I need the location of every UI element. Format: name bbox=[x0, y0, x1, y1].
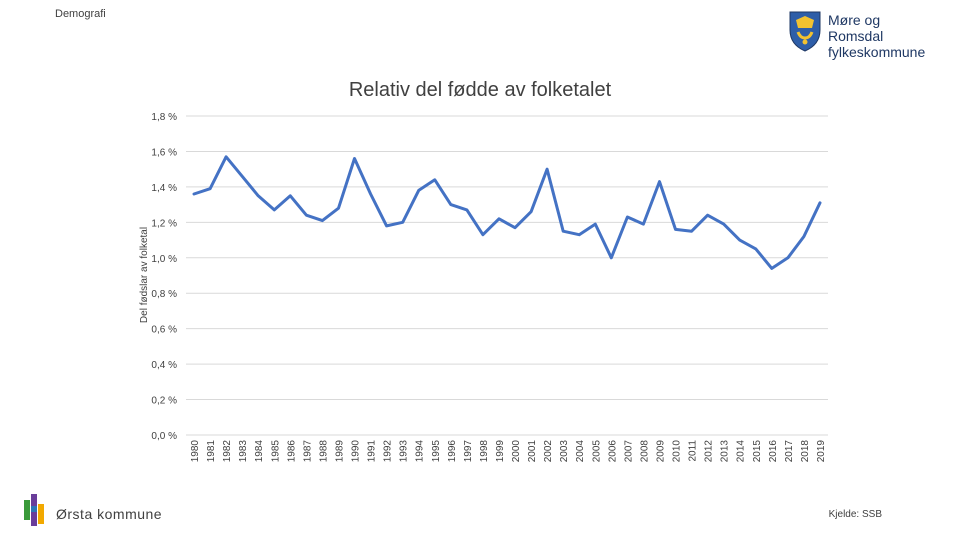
x-tick-label: 1988 bbox=[318, 440, 329, 463]
x-tick-label: 1997 bbox=[463, 440, 474, 463]
county-shield-icon bbox=[789, 11, 821, 52]
gridlines bbox=[186, 115, 828, 436]
x-tick-label: 1990 bbox=[351, 440, 362, 463]
x-tick-label: 1982 bbox=[222, 440, 233, 463]
municipality-name: Ørsta kommune bbox=[56, 506, 163, 522]
chart-title: Relativ del fødde av folketalet bbox=[349, 79, 612, 101]
municipality-logo-icon bbox=[24, 494, 44, 526]
x-tick-label: 2019 bbox=[816, 440, 827, 463]
x-tick-label: 1996 bbox=[447, 440, 458, 463]
x-tick-label: 2014 bbox=[736, 440, 747, 463]
x-tick-label: 1985 bbox=[270, 440, 281, 463]
x-tick-label: 1989 bbox=[334, 440, 345, 463]
x-tick-label: 2009 bbox=[655, 440, 666, 463]
x-tick-label: 1981 bbox=[206, 440, 217, 463]
y-tick-label: 0,8 % bbox=[151, 289, 177, 300]
x-tick-label: 2012 bbox=[704, 440, 715, 463]
x-tick-label: 2011 bbox=[688, 440, 699, 462]
y-tick-labels: 0,0 % 0,2 % 0,4 % 0,6 % 0,8 % 1,0 % 1,2 % 1,4 %… bbox=[151, 112, 177, 442]
y-tick-label: 0,2 % bbox=[151, 396, 177, 407]
x-tick-label: 1995 bbox=[431, 440, 442, 463]
series-lines bbox=[192, 155, 822, 270]
x-tick-label: 1992 bbox=[383, 440, 394, 463]
y-tick-label: 0,4 % bbox=[151, 360, 177, 371]
county-name-line2: fylkeskommune bbox=[828, 44, 926, 60]
x-tick-label: 2005 bbox=[591, 440, 602, 463]
x-tick-label: 1984 bbox=[254, 440, 265, 463]
x-tick-label: 1980 bbox=[190, 440, 201, 463]
x-tick-label: 1999 bbox=[495, 440, 506, 463]
x-tick-label: 1987 bbox=[302, 440, 313, 463]
x-tick-label: 2008 bbox=[639, 440, 650, 463]
y-tick-label: 1,8 % bbox=[151, 112, 177, 123]
y-tick-label: 1,0 % bbox=[151, 254, 177, 265]
x-tick-label: 2006 bbox=[607, 440, 618, 463]
x-tick-labels: 1980 1981 1982 1983 1984 1985 1986 1987 1988 1989… bbox=[190, 440, 827, 463]
x-tick-label: 2001 bbox=[527, 440, 538, 463]
y-tick-label: 1,4 % bbox=[151, 183, 177, 194]
x-tick-label: 2016 bbox=[768, 440, 779, 463]
x-tick-label: 2010 bbox=[672, 440, 683, 463]
y-axis-label: Del fødslar av folketal bbox=[139, 227, 150, 323]
x-tick-label: 1994 bbox=[415, 440, 426, 463]
source-note: Kjelde: SSB bbox=[828, 509, 882, 520]
county-name: Møre og Romsdal fylkeskommune bbox=[828, 12, 938, 60]
series-line bbox=[192, 155, 822, 270]
x-tick-label: 2007 bbox=[623, 440, 634, 463]
x-tick-label: 1993 bbox=[399, 440, 410, 463]
municipality-block: Ørsta kommune bbox=[24, 492, 224, 528]
x-tick-label: 2013 bbox=[720, 440, 731, 463]
x-tick-label: 2003 bbox=[559, 440, 570, 463]
x-tick-label: 2015 bbox=[752, 440, 763, 463]
county-name-line1: Møre og Romsdal bbox=[828, 12, 884, 44]
x-tick-label: 2000 bbox=[511, 440, 522, 463]
section-label: Demografi bbox=[55, 8, 106, 20]
county-logo: Møre og Romsdal fylkeskommune bbox=[788, 10, 938, 60]
y-tick-label: 0,0 % bbox=[151, 431, 177, 442]
y-tick-label: 1,2 % bbox=[151, 218, 177, 229]
x-tick-label: 2004 bbox=[575, 440, 586, 463]
x-tick-label: 1983 bbox=[238, 440, 249, 463]
y-tick-label: 0,6 % bbox=[151, 325, 177, 336]
x-tick-label: 1998 bbox=[479, 440, 490, 463]
x-tick-label: 2018 bbox=[800, 440, 811, 463]
x-tick-label: 1991 bbox=[367, 440, 378, 463]
x-tick-label: 2002 bbox=[543, 440, 554, 463]
x-tick-label: 2017 bbox=[784, 440, 795, 463]
y-tick-label: 1,6 % bbox=[151, 147, 177, 158]
x-tick-label: 1986 bbox=[286, 440, 297, 463]
